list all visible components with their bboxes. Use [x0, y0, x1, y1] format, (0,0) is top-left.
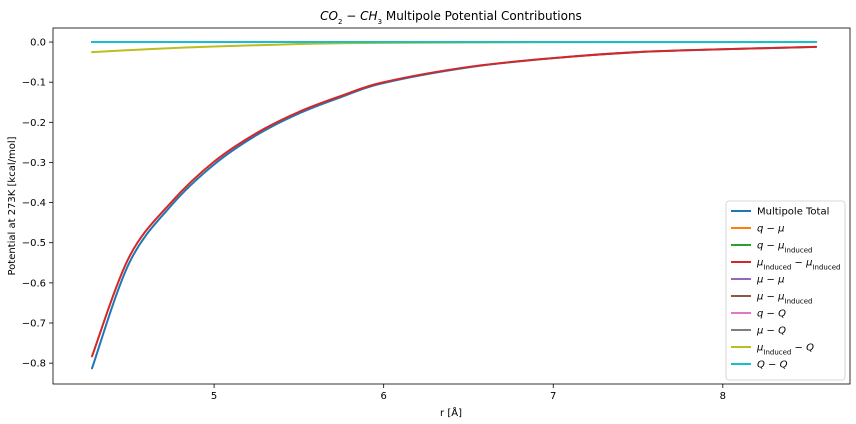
- text-part: q: [757, 309, 763, 320]
- text-part: μ: [756, 258, 763, 269]
- y-tick-label: −0.1: [22, 78, 46, 89]
- legend-entry: Q − Q: [731, 360, 788, 371]
- y-tick-label: −0.5: [22, 238, 46, 249]
- y-tick-label: −0.6: [22, 278, 46, 289]
- x-axis-ticks: 5 6 7 8: [211, 384, 726, 402]
- y-tick-label: −0.7: [22, 318, 46, 329]
- series-line: [91, 45, 818, 358]
- text-part: q: [757, 224, 763, 235]
- text-part: μ: [756, 292, 763, 303]
- text-part: −: [763, 292, 778, 303]
- text-part: μ: [777, 275, 784, 286]
- x-tick-label: 8: [720, 391, 726, 402]
- legend-entry: μ − Q: [731, 326, 786, 337]
- text-part: Multipole Total: [757, 207, 829, 218]
- x-tick-label: 6: [380, 391, 386, 402]
- text-part: −: [342, 9, 360, 23]
- legend-label: μ − μInduced: [756, 292, 812, 306]
- text-part: Induced: [812, 264, 840, 272]
- text-part: μ: [756, 326, 763, 337]
- text-part: Induced: [785, 298, 813, 306]
- text-part: μ: [777, 224, 784, 235]
- legend-label: μ − μ: [756, 275, 785, 286]
- text-part: −: [763, 275, 778, 286]
- legend-label: μ − Q: [756, 326, 786, 337]
- y-axis-label: Potential at 273K [kcal/mol]: [7, 136, 18, 275]
- legend-label: q − Q: [757, 309, 786, 320]
- y-tick-label: −0.4: [22, 198, 46, 209]
- legend-entry: μ − μInduced: [731, 292, 812, 306]
- text-part: q: [757, 241, 763, 252]
- text-part: Q: [780, 360, 788, 371]
- text-part: Q: [778, 309, 786, 320]
- legend-entry: q − Q: [731, 309, 786, 320]
- legend-label: μInduced − μInduced: [756, 258, 840, 272]
- legend-label: q − μInduced: [757, 241, 812, 255]
- text-part: μ: [756, 343, 763, 354]
- y-tick-label: −0.3: [22, 158, 46, 169]
- legend-entry: q − μInduced: [731, 241, 812, 255]
- text-part: −: [763, 224, 778, 235]
- series-lines: [91, 41, 818, 370]
- text-part: −: [763, 241, 778, 252]
- text-part: Q: [757, 360, 765, 371]
- y-tick-label: 0.0: [30, 38, 46, 49]
- y-axis-ticks: 0.0 −0.1 −0.2 −0.3 −0.4 −0.5 −0.6 −0.7 −0.8: [22, 38, 53, 370]
- text-part: μ: [777, 292, 784, 303]
- legend-entry: μInduced − μInduced: [731, 258, 840, 272]
- text-part: 2: [338, 18, 342, 26]
- text-part: CH: [360, 9, 377, 23]
- text-part: Induced: [763, 349, 791, 357]
- text-part: −: [763, 326, 778, 337]
- text-part: Multipole Potential Contributions: [382, 9, 582, 23]
- x-axis-label: r [Å]: [440, 406, 462, 419]
- text-part: Q: [778, 326, 786, 337]
- legend-entry: q − μ: [731, 224, 784, 235]
- text-part: −: [763, 309, 778, 320]
- text-part: 3: [378, 18, 382, 26]
- x-tick-label: 5: [211, 391, 217, 402]
- legend-label: q − μ: [757, 224, 784, 235]
- text-part: −: [765, 360, 780, 371]
- text-part: μ: [777, 241, 784, 252]
- text-part: −: [791, 258, 806, 269]
- legend-box: [725, 200, 846, 381]
- text-part: Induced: [784, 247, 812, 255]
- plot-frame: [52, 27, 851, 385]
- text-part: μ: [756, 275, 763, 286]
- y-tick-label: −0.2: [22, 118, 46, 129]
- y-tick-label: −0.8: [22, 359, 46, 370]
- x-tick-label: 7: [550, 391, 556, 402]
- chart-title: CO2 − CH3 Multipole Potential Contributi…: [320, 9, 582, 26]
- legend-label: Q − Q: [757, 360, 788, 371]
- text-part: −: [791, 343, 806, 354]
- legend-entry: Multipole Total: [731, 207, 829, 218]
- legend-entry: μ − μ: [731, 275, 785, 286]
- text-part: μ: [805, 258, 812, 269]
- legend-label: μInduced − Q: [756, 343, 814, 357]
- text-part: CO: [320, 9, 338, 23]
- text-part: Q: [806, 343, 814, 354]
- legend-label: Multipole Total: [757, 207, 829, 218]
- legend-entry: μInduced − Q: [731, 343, 814, 357]
- text-part: Induced: [763, 264, 791, 272]
